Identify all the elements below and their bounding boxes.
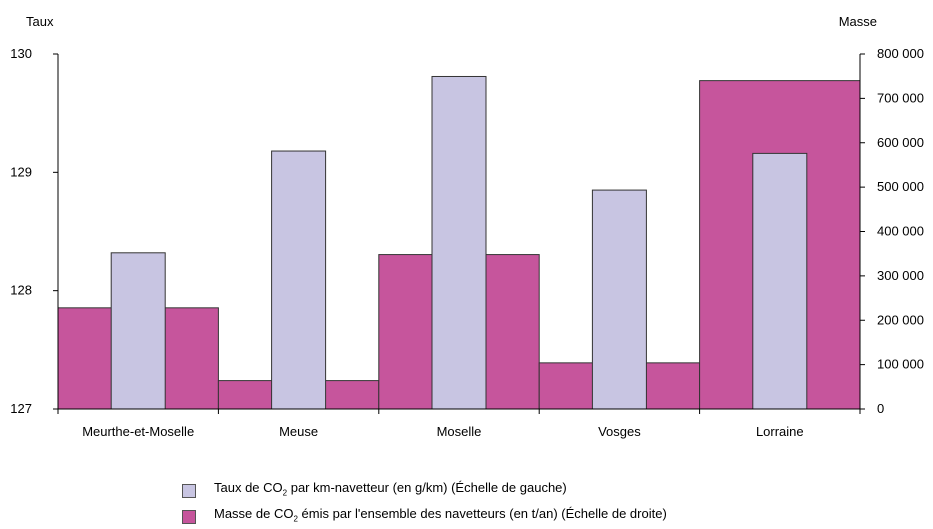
x-tick-label: Moselle — [437, 424, 482, 439]
chart: 127 128 129 130 0 100 000 200 000 300 000 400 00… — [10, 14, 924, 439]
left-tick-label: 127 — [10, 401, 32, 416]
legend-label-masse: Masse de CO2 émis par l'ensemble des nav… — [214, 506, 667, 524]
left-axis-title: Taux — [26, 14, 54, 29]
legend-item-taux: Taux de CO2 par km-navetteur (en g/km) (… — [182, 480, 567, 502]
right-tick-label: 600 000 — [877, 135, 924, 150]
right-tick-label: 200 000 — [877, 312, 924, 327]
bar-taux — [431, 75, 487, 410]
left-tick-label: 130 — [10, 46, 32, 61]
legend-swatch-taux — [182, 483, 196, 498]
left-tick-label: 129 — [10, 164, 32, 179]
x-tick-label: Lorraine — [756, 424, 804, 439]
legend-label-taux: Taux de CO2 par km-navetteur (en g/km) (… — [214, 480, 567, 498]
legend-swatch-masse — [182, 509, 196, 524]
right-axis-title: Masse — [839, 14, 877, 29]
right-tick-label: 400 000 — [877, 224, 924, 239]
x-tick-label: Meurthe-et-Moselle — [82, 424, 194, 439]
right-tick-label: 100 000 — [877, 357, 924, 372]
right-tick-label: 700 000 — [877, 90, 924, 105]
legend-item-masse: Masse de CO2 émis par l'ensemble des nav… — [182, 506, 667, 528]
bar-taux — [752, 152, 808, 410]
left-tick-label: 128 — [10, 283, 32, 298]
x-tick-label: Meuse — [279, 424, 318, 439]
right-tick-label: 800 000 — [877, 46, 924, 61]
right-tick-label: 500 000 — [877, 179, 924, 194]
bar-taux — [591, 189, 647, 410]
bar-taux — [110, 252, 166, 410]
right-tick-label: 0 — [877, 401, 884, 416]
right-tick-label: 300 000 — [877, 268, 924, 283]
bar-taux — [271, 150, 327, 410]
x-tick-label: Vosges — [598, 424, 641, 439]
